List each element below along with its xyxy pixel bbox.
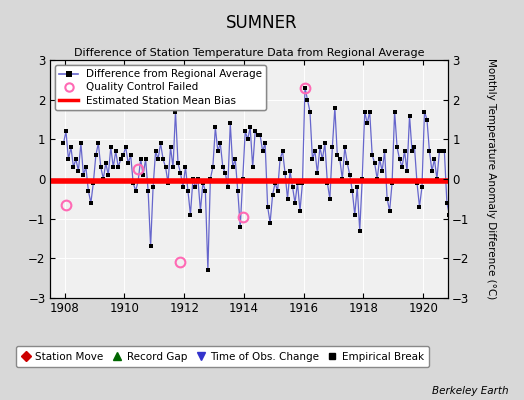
Title: Difference of Station Temperature Data from Regional Average: Difference of Station Temperature Data f…	[74, 48, 424, 58]
Legend: Difference from Regional Average, Quality Control Failed, Estimated Station Mean: Difference from Regional Average, Qualit…	[55, 65, 266, 110]
Text: SUMNER: SUMNER	[226, 14, 298, 32]
Y-axis label: Monthly Temperature Anomaly Difference (°C): Monthly Temperature Anomaly Difference (…	[486, 58, 496, 300]
Text: Berkeley Earth: Berkeley Earth	[432, 386, 508, 396]
Legend: Station Move, Record Gap, Time of Obs. Change, Empirical Break: Station Move, Record Gap, Time of Obs. C…	[16, 346, 429, 367]
